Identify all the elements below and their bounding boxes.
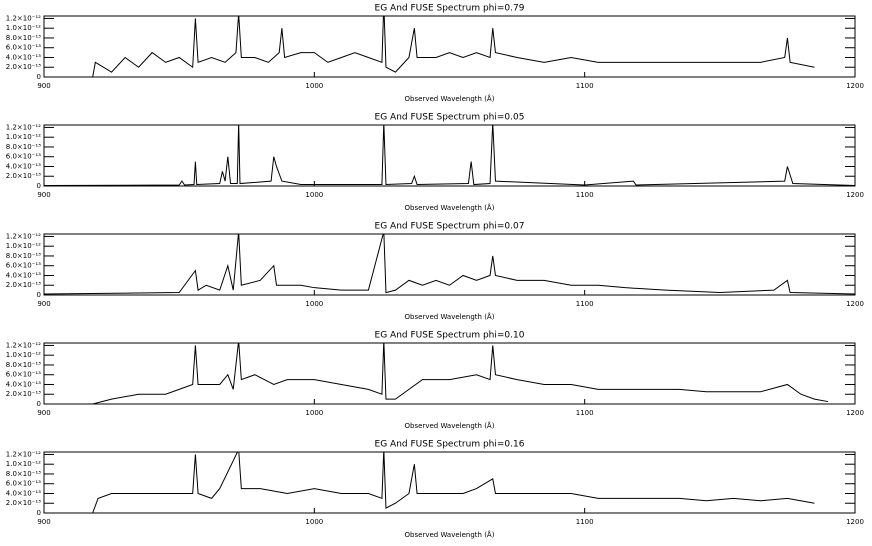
panel: EG And FUSE Spectrum phi=0.07 Observed Wa… <box>6 222 864 322</box>
x-tick-label: 900 <box>37 518 50 526</box>
x-tick-label: 1100 <box>576 300 594 308</box>
y-tick-label: 8.0×10⁻¹³ <box>6 143 41 151</box>
y-tick-label: 1.0×10⁻¹² <box>6 242 41 250</box>
x-tick-label: 1000 <box>305 191 323 199</box>
y-tick-label: 2.0×10⁻¹³ <box>6 499 41 507</box>
x-tick-label: 1000 <box>305 300 323 308</box>
spectrum-line <box>92 452 815 513</box>
y-tick-label: 8.0×10⁻¹³ <box>6 34 41 42</box>
y-tick-label: 1.0×10⁻¹² <box>6 24 41 32</box>
x-axis-label: Observed Wavelength (Å) <box>405 203 495 212</box>
x-tick-label: 1100 <box>576 409 594 417</box>
x-tick-label: 1200 <box>846 300 864 308</box>
y-tick-label: 2.0×10⁻¹³ <box>6 281 41 289</box>
y-tick-label: 1.2×10⁻¹² <box>6 341 41 349</box>
y-tick-label: 4.0×10⁻¹³ <box>6 162 41 170</box>
panel: EG And FUSE Spectrum phi=0.10 Observed Wa… <box>6 331 864 431</box>
x-axis-label: Observed Wavelength (Å) <box>405 94 495 103</box>
y-tick-label: 6.0×10⁻¹³ <box>6 371 41 379</box>
x-tick-label: 1100 <box>576 82 594 90</box>
x-tick-label: 1100 <box>576 191 594 199</box>
spectrum-line <box>44 234 855 295</box>
y-tick-label: 1.0×10⁻¹² <box>6 460 41 468</box>
y-tick-label: 1.2×10⁻¹² <box>6 232 41 240</box>
y-tick-label: 8.0×10⁻¹³ <box>6 252 41 260</box>
y-tick-label: 4.0×10⁻¹³ <box>6 489 41 497</box>
y-tick-label: 1.0×10⁻¹² <box>6 133 41 141</box>
y-tick-label: 4.0×10⁻¹³ <box>6 271 41 279</box>
y-tick-label: 1.2×10⁻¹² <box>6 14 41 22</box>
spectrum-line <box>44 125 855 186</box>
chart-title: EG And FUSE Spectrum phi=0.05 <box>375 113 525 123</box>
y-tick-label: 1.2×10⁻¹² <box>6 123 41 131</box>
x-tick-label: 1000 <box>305 82 323 90</box>
y-tick-label: 6.0×10⁻¹³ <box>6 44 41 52</box>
y-tick-label: 0 <box>37 182 41 190</box>
x-tick-label: 900 <box>37 300 50 308</box>
panel: EG And FUSE Spectrum phi=0.05 Observed Wa… <box>6 113 864 213</box>
y-tick-label: 0 <box>37 291 41 299</box>
y-tick-label: 4.0×10⁻¹³ <box>6 53 41 61</box>
y-tick-label: 6.0×10⁻¹³ <box>6 262 41 270</box>
spectrum-line <box>44 343 829 404</box>
x-tick-label: 1000 <box>305 409 323 417</box>
y-tick-label: 1.2×10⁻¹² <box>6 450 41 458</box>
y-tick-label: 2.0×10⁻¹³ <box>6 63 41 71</box>
plot-frame <box>43 124 856 187</box>
panel: EG And FUSE Spectrum phi=0.79 Observed Wa… <box>6 4 864 104</box>
spectrum-line <box>92 16 815 77</box>
x-tick-label: 1100 <box>576 518 594 526</box>
x-axis-label: Observed Wavelength (Å) <box>405 312 495 321</box>
x-tick-label: 900 <box>37 409 50 417</box>
y-tick-label: 1.0×10⁻¹² <box>6 351 41 359</box>
y-tick-label: 0 <box>37 400 41 408</box>
chart-title: EG And FUSE Spectrum phi=0.10 <box>375 331 525 341</box>
x-axis-label: Observed Wavelength (Å) <box>405 421 495 430</box>
x-tick-label: 1200 <box>846 82 864 90</box>
plot-frame <box>43 15 856 78</box>
x-tick-label: 900 <box>37 191 50 199</box>
panel: EG And FUSE Spectrum phi=0.16 Observed Wa… <box>6 440 864 540</box>
x-axis-label: Observed Wavelength (Å) <box>405 530 495 539</box>
y-tick-label: 8.0×10⁻¹³ <box>6 470 41 478</box>
x-tick-label: 1000 <box>305 518 323 526</box>
chart-title: EG And FUSE Spectrum phi=0.16 <box>375 440 525 450</box>
plot-frame <box>43 233 856 296</box>
y-tick-label: 0 <box>37 509 41 517</box>
y-tick-label: 8.0×10⁻¹³ <box>6 361 41 369</box>
chart-title: EG And FUSE Spectrum phi=0.07 <box>375 222 525 232</box>
x-tick-label: 1200 <box>846 191 864 199</box>
y-tick-label: 2.0×10⁻¹³ <box>6 390 41 398</box>
y-tick-label: 2.0×10⁻¹³ <box>6 172 41 180</box>
y-tick-label: 6.0×10⁻¹³ <box>6 480 41 488</box>
y-tick-label: 6.0×10⁻¹³ <box>6 153 41 161</box>
plot-frame <box>43 451 856 514</box>
x-tick-label: 900 <box>37 82 50 90</box>
x-tick-label: 1200 <box>846 518 864 526</box>
x-tick-label: 1200 <box>846 409 864 417</box>
chart-title: EG And FUSE Spectrum phi=0.79 <box>375 4 525 14</box>
y-tick-label: 0 <box>37 73 41 81</box>
plot-frame <box>43 342 856 405</box>
y-tick-label: 4.0×10⁻¹³ <box>6 380 41 388</box>
